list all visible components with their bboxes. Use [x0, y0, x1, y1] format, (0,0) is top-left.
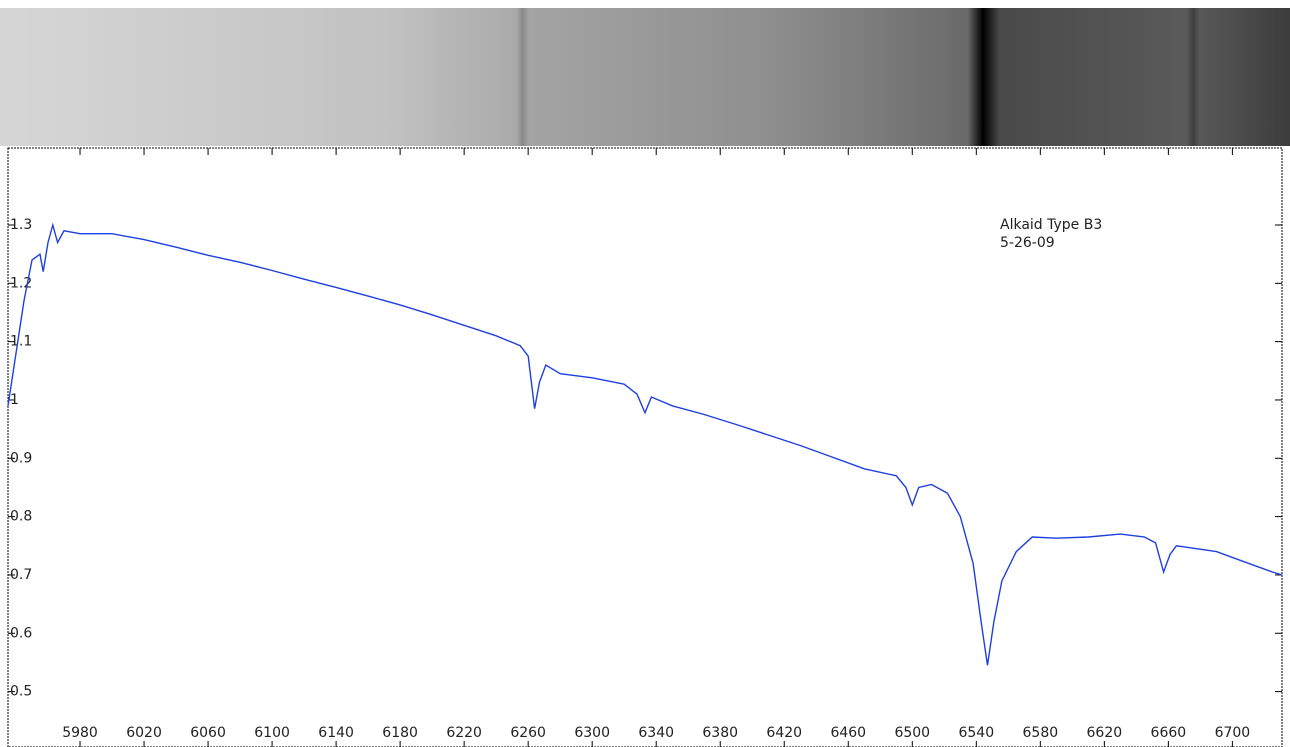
- x-tick-label: 6700: [1215, 725, 1251, 741]
- x-tick-label: 6220: [446, 725, 482, 741]
- x-tick-label: 6300: [574, 725, 610, 741]
- y-tick-label: 0.7: [10, 567, 32, 583]
- x-tick-label: 6540: [958, 725, 994, 741]
- x-tick-label: 6100: [254, 725, 290, 741]
- x-tick-label: 6340: [638, 725, 674, 741]
- y-tick-label: 0.5: [10, 684, 32, 700]
- x-tick-label: 6500: [894, 725, 930, 741]
- x-tick-label: 6620: [1087, 725, 1123, 741]
- annotation: 5-26-09: [1000, 235, 1055, 251]
- x-tick-label: 6020: [126, 725, 162, 741]
- chart: Alkaid Type B3 5-26-09 0.5 0.6 0.7 0.8 0.9 1 1…: [0, 0, 1290, 747]
- y-tick-label: 1.1: [10, 334, 32, 350]
- x-tick-label: 6580: [1023, 725, 1059, 741]
- y-tick-label: 0.6: [10, 625, 32, 641]
- x-tick-label: 5980: [62, 725, 98, 741]
- x-tick-label: 6460: [830, 725, 866, 741]
- x-tick-label: 6180: [382, 725, 418, 741]
- y-tick-label: 1: [10, 392, 19, 408]
- y-tick-label: 0.8: [10, 509, 32, 525]
- plot-frame: [8, 148, 1282, 747]
- annotation: Alkaid Type B3: [1000, 217, 1102, 233]
- x-tick-label: 6420: [766, 725, 802, 741]
- spectrum-strip: [0, 8, 1290, 146]
- x-tick-label: 6060: [190, 725, 226, 741]
- x-tick-label: 6660: [1151, 725, 1187, 741]
- page: {"chart_data": {"type": "line", "annotat…: [0, 0, 1290, 747]
- x-tick-label: 6260: [510, 725, 546, 741]
- y-tick-label: 0.9: [10, 450, 32, 466]
- y-tick-label: 1.3: [10, 217, 32, 233]
- x-tick-label: 6380: [702, 725, 738, 741]
- x-tick-label: 6140: [318, 725, 354, 741]
